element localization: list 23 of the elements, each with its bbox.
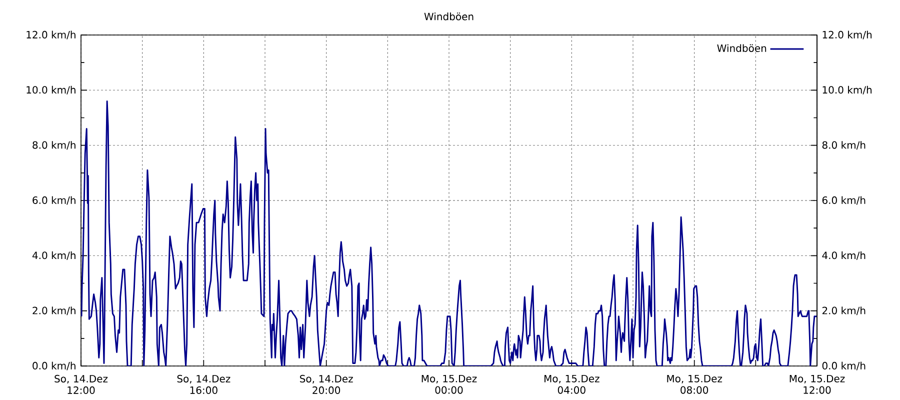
x-tick-label: Mo, 15.Dez 08:00 [667, 374, 722, 394]
y-tick-label: 6.0 km/h [32, 196, 76, 205]
y2-tick-label: 8.0 km/h [822, 141, 866, 150]
x-tick-label: So, 14.Dez 20:00 [300, 374, 353, 394]
y2-tick-label: 10.0 km/h [822, 86, 872, 94]
chart-title: Windböen [424, 12, 474, 20]
x-tick-label: Mo, 15.Dez 12:00 [790, 374, 845, 394]
y-tick-label: 2.0 km/h [32, 306, 76, 316]
y-tick-label: 8.0 km/h [32, 141, 76, 150]
x-tick-label: Mo, 15.Dez 00:00 [422, 374, 477, 394]
y-tick-label: 0.0 km/h [32, 362, 76, 370]
y2-tick-label: 0.0 km/h [822, 362, 866, 370]
x-tick-label: Mo, 15.Dez 04:00 [544, 374, 600, 394]
x-tick-label: So, 14.Dez 12:00 [54, 374, 108, 394]
y2-tick-label: 12.0 km/h [822, 30, 872, 40]
x-tick-label: So, 14.Dez 16:00 [177, 374, 230, 394]
y2-tick-label: 2.0 km/h [822, 306, 866, 316]
y2-tick-label: 6.0 km/h [822, 196, 866, 205]
y-tick-label: 4.0 km/h [32, 251, 76, 260]
y2-tick-label: 4.0 km/h [822, 251, 866, 260]
legend-label: Windböen [717, 44, 766, 52]
y-tick-label: 10.0 km/h [26, 86, 76, 94]
y-tick-label: 12.0 km/h [26, 30, 76, 40]
